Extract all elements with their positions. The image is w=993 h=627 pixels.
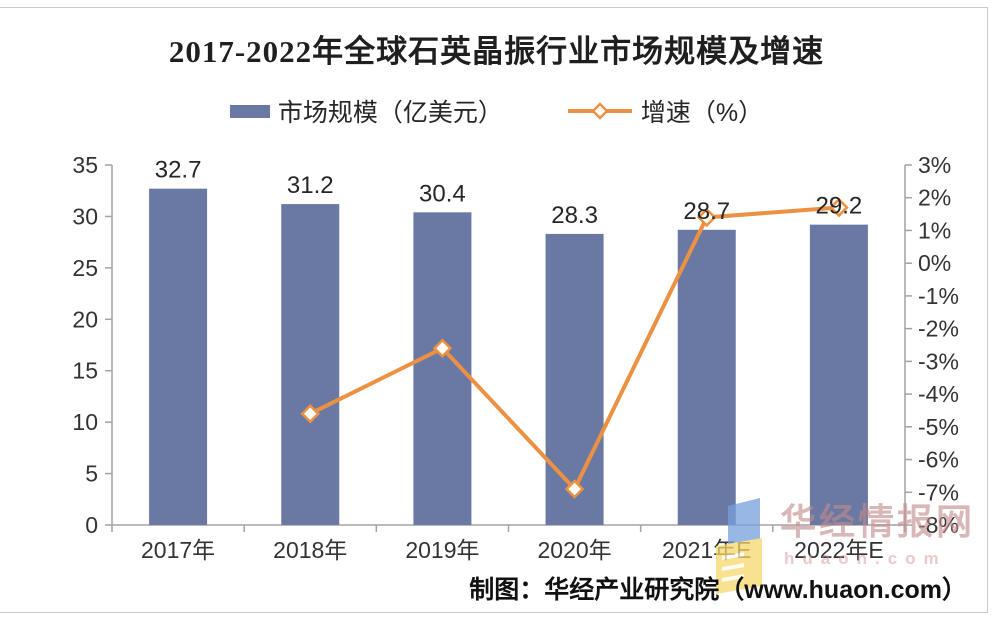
bar-2021年E — [677, 229, 736, 526]
right-axis-tick-label: -5% — [918, 414, 959, 440]
legend-label-growth: 增速（%） — [640, 99, 764, 127]
legend-label-market-size: 市场规模（亿美元） — [277, 99, 503, 127]
right-axis-tick-label: 3% — [918, 152, 951, 178]
left-axis-tick-label: 25 — [72, 255, 98, 281]
right-axis-tick-label: -8% — [918, 512, 959, 538]
line-marker — [564, 479, 585, 499]
line-marker — [432, 338, 453, 359]
bar-value-label: 28.7 — [683, 198, 730, 225]
x-axis-category-label: 2019年 — [405, 537, 479, 563]
bar-2017年 — [149, 188, 208, 525]
right-axis-tick-label: -2% — [918, 316, 959, 342]
right-axis-tick-label: 1% — [918, 217, 951, 243]
right-axis-tick-label: 2% — [918, 185, 951, 211]
bar-value-label: 29.2 — [816, 193, 863, 220]
x-axis-category-label: 2021年E — [662, 537, 752, 563]
right-axis-tick-label: -7% — [918, 479, 959, 505]
frame-border-top — [0, 7, 988, 8]
x-axis-category-label: 2017年 — [141, 537, 215, 563]
legend-item-growth: 增速（%） — [567, 93, 763, 129]
bar-2022年E — [809, 224, 868, 525]
right-axis-tick-label: -1% — [918, 283, 959, 309]
line-series-swatch-icon — [567, 102, 632, 120]
bar-2020年 — [545, 233, 604, 525]
legend: 市场规模（亿美元） 增速（%） — [0, 93, 993, 129]
x-axis-category-label: 2020年 — [537, 537, 611, 563]
left-axis-tick-label: 20 — [72, 306, 98, 332]
left-axis-tick-label: 15 — [72, 358, 98, 384]
left-axis-tick-label: 0 — [85, 512, 98, 538]
bar-2018年 — [281, 204, 340, 526]
line-marker — [829, 197, 849, 218]
right-axis-tick-label: -6% — [918, 447, 959, 473]
x-axis-category-label: 2022年E — [794, 537, 884, 563]
bar-value-label: 30.4 — [419, 180, 466, 207]
x-axis-category-label: 2018年 — [273, 537, 347, 563]
right-axis-tick-label: -4% — [918, 381, 959, 407]
left-axis-tick-label: 5 — [85, 461, 98, 487]
right-axis-tick-label: 0% — [918, 250, 951, 276]
legend-item-market-size: 市场规模（亿美元） — [229, 93, 503, 129]
left-axis-tick-label: 35 — [72, 152, 98, 178]
bar-value-label: 28.3 — [551, 202, 598, 229]
source-note: 制图：华经产业研究院（www.huaon.com） — [469, 576, 967, 604]
line-marker — [300, 403, 321, 424]
bar-series-swatch-icon — [229, 104, 270, 118]
chart-title: 2017-2022年全球石英晶振行业市场规模及增速 — [168, 34, 825, 69]
right-axis-tick-label: -3% — [918, 348, 959, 374]
frame-border-bottom — [0, 612, 988, 613]
left-axis-tick-label: 10 — [72, 409, 98, 435]
line-marker — [696, 207, 717, 228]
frame-border-right — [987, 7, 988, 613]
left-axis-tick-label: 30 — [72, 203, 98, 229]
bar-value-label: 31.2 — [287, 172, 334, 199]
bar-value-label: 32.7 — [155, 157, 202, 184]
